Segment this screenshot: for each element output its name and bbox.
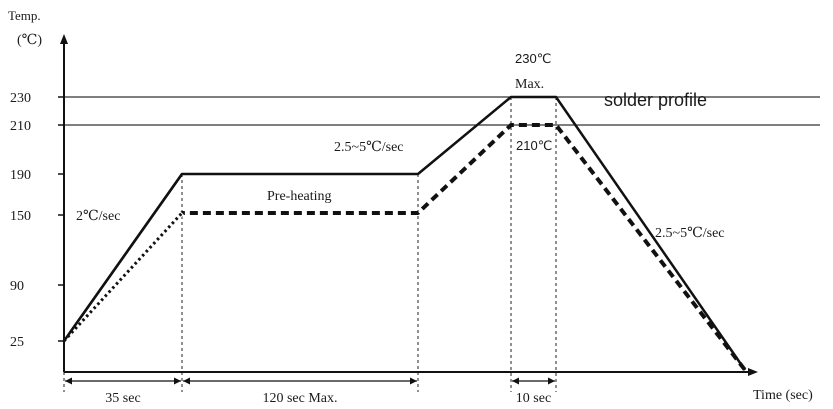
arrow-left-icon	[65, 377, 72, 385]
y-tick-label-25: 25	[10, 335, 24, 350]
label-layer: Temp. (℃) Time (sec) solder profile 2℃/s…	[8, 8, 813, 403]
preheating-label: Pre-heating	[267, 189, 332, 204]
arrow-left-icon	[512, 377, 519, 385]
x-axis-arrow-icon	[748, 368, 758, 376]
interval-dimension: 10 sec	[512, 377, 555, 406]
peak-lower-label: 210℃	[516, 138, 552, 153]
arrow-left-icon	[183, 377, 190, 385]
ramp-dotted-line	[62, 211, 184, 343]
interval-label: 120 sec Max.	[262, 391, 337, 406]
ramp-to-peak-label: 2.5~5℃/sec	[334, 140, 404, 155]
series-layer	[62, 95, 747, 372]
peak-max-suffix: Max.	[515, 77, 544, 92]
y-axis-arrow-icon	[60, 34, 68, 44]
y-axis-label-temp: Temp.	[8, 8, 41, 23]
y-axis-label-unit: (℃)	[17, 33, 42, 48]
profile-series-dashed	[62, 123, 747, 372]
interval-layer: 35 sec 120 sec Max. 10 sec	[65, 377, 555, 406]
axis-layer: 230 210 190 150 90 25	[10, 34, 758, 376]
ramp-up-rate-label: 2℃/sec	[76, 209, 120, 224]
y-tick-label-150: 150	[10, 209, 31, 224]
arrow-right-icon	[548, 377, 555, 385]
x-axis-label: Time (sec)	[753, 388, 813, 403]
y-tick-label-190: 190	[10, 168, 31, 183]
y-tick-label-210: 210	[10, 119, 31, 134]
peak-max-label: 230℃	[515, 51, 551, 66]
interval-dimension: 35 sec	[65, 377, 181, 406]
grid-layer	[63, 96, 820, 392]
interval-label: 10 sec	[516, 391, 551, 406]
interval-dimension: 120 sec Max.	[183, 377, 417, 406]
cooling-rate-label: 2.5~5℃/sec	[655, 226, 725, 241]
chart-title: solder profile	[604, 90, 707, 110]
arrow-right-icon	[174, 377, 181, 385]
y-tick-label-90: 90	[10, 279, 24, 294]
ramp-solid-line	[62, 173, 184, 342]
ramp-mask	[62, 211, 184, 343]
interval-label: 35 sec	[105, 391, 140, 406]
arrow-right-icon	[410, 377, 417, 385]
y-tick-label-230: 230	[10, 91, 31, 106]
